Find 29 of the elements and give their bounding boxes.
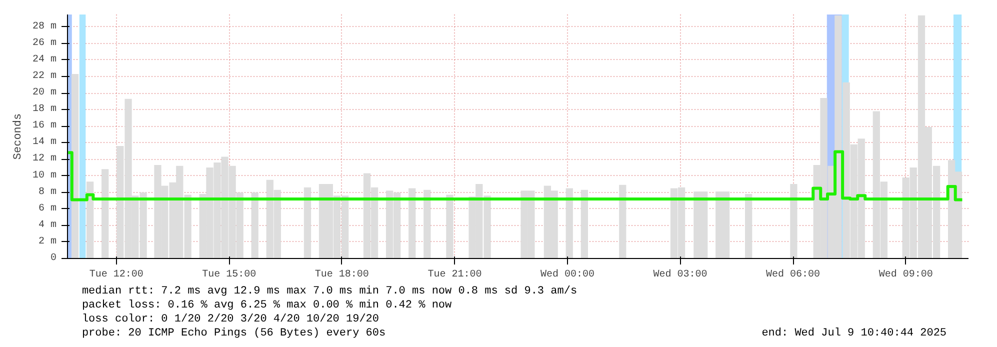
- text: probe: 20 ICMP Echo Pings (56 Bytes) every 60s: [82, 328, 386, 340]
- x-tick-label: Wed 09:00: [878, 268, 933, 280]
- y-tick-label: 8 m: [38, 186, 57, 198]
- y-tick-label: 22 m: [32, 71, 57, 82]
- x-tick-label: Tue 21:00: [428, 270, 482, 280]
- x-tick-label: Tue 18:00: [314, 270, 369, 280]
- y-tick-label: 6 m: [38, 203, 57, 214]
- text: median rtt: 7.2 ms avg 12.9 ms max 7.0 ms min 7.0 ms now 0.8 ms sd 9.3 am/s: [82, 286, 578, 298]
- x-tick-label: Tue 12:00: [89, 270, 144, 280]
- y-tick-label: 14 m: [32, 137, 57, 148]
- y-tick-label: 10 m: [32, 170, 57, 182]
- y-tick-label: 26 m: [32, 38, 57, 49]
- y-tick-label: 24 m: [32, 54, 57, 66]
- x-tick-label: Wed 03:00: [653, 268, 708, 280]
- y-tick-label: 2 m: [38, 236, 57, 248]
- text: packet loss: 0.16 % avg 6.25 % max 0.00 % min 0.42 % now: [82, 300, 452, 312]
- y-tick-label: 16 m: [32, 120, 57, 132]
- text: end: Wed Jul 9 10:40:44 2025: [762, 328, 947, 340]
- x-tick-label: Wed 06:00: [766, 268, 820, 280]
- y-tick-label: 28 m: [32, 21, 57, 32]
- y-tick-label: 20 m: [32, 88, 57, 99]
- x-tick-label: Tue 15:00: [202, 270, 256, 280]
- y-tick-label: 18 m: [32, 104, 57, 116]
- y-tick-label: 0: [50, 253, 57, 264]
- y-tick-label: 4 m: [38, 220, 57, 231]
- text: loss color: 0 1/20 2/20 3/20 4/20 10/20 19/20: [82, 314, 380, 326]
- y-axis-title: Seconds: [12, 113, 24, 160]
- y-tick-label: 12 m: [32, 154, 57, 165]
- x-tick-label: Wed 00:00: [540, 268, 595, 280]
